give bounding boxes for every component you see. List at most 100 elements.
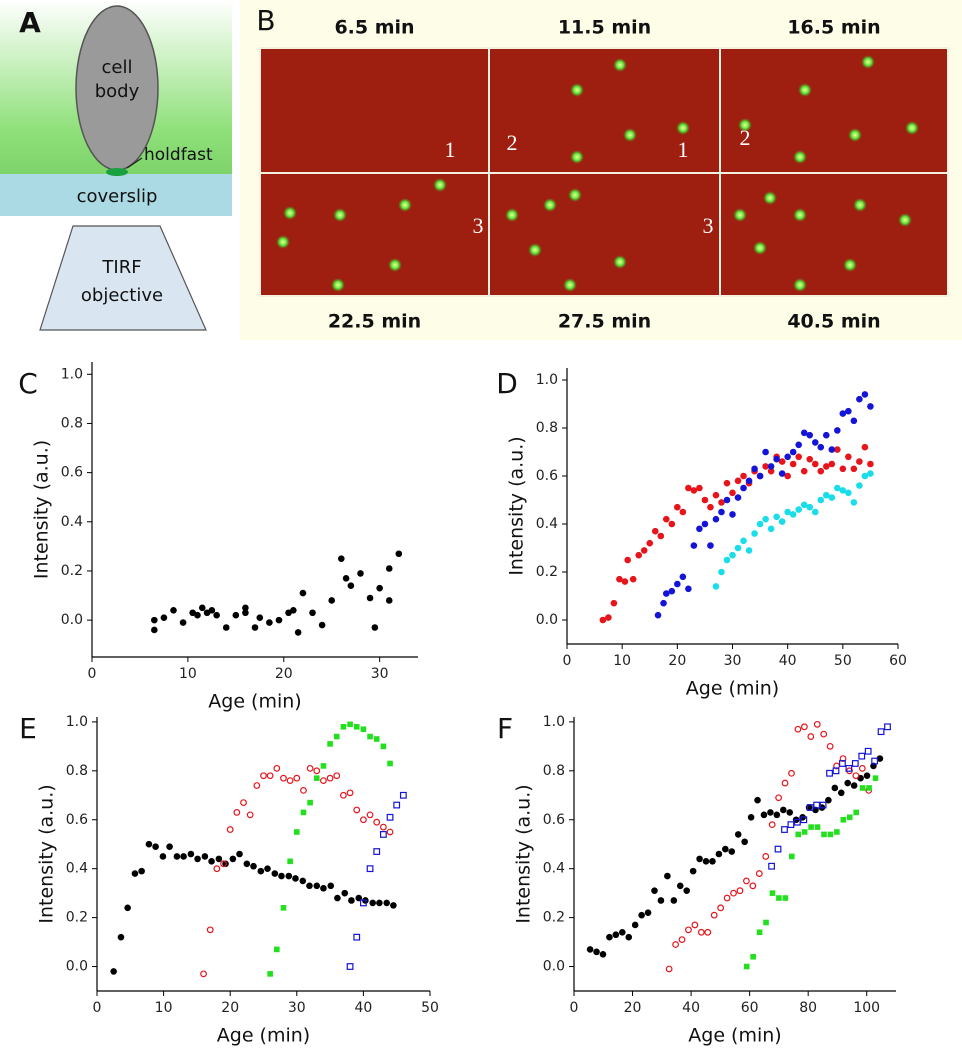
point	[778, 518, 786, 525]
point	[299, 589, 307, 597]
point	[348, 897, 355, 904]
point	[782, 895, 789, 901]
point	[839, 487, 847, 494]
point	[151, 626, 158, 634]
x-tick-label: 100	[853, 1000, 880, 1016]
coverslip-band	[0, 174, 232, 216]
x-tick-label: 0	[570, 1000, 579, 1016]
y-tick-label: 0.4	[61, 514, 83, 530]
point	[756, 929, 763, 936]
y-axis-title: Intensity (a.u.)	[31, 440, 53, 579]
point	[723, 894, 731, 902]
y-tick-label: 0.6	[61, 465, 83, 481]
x-tick-label: 40	[779, 653, 797, 669]
point	[300, 786, 307, 794]
point	[839, 465, 847, 473]
x-tick-label: 0	[88, 666, 97, 682]
point	[366, 811, 374, 819]
point	[834, 427, 841, 434]
fluorescent-spot	[283, 206, 297, 220]
point	[787, 821, 795, 829]
fluorescent-spot	[793, 208, 807, 222]
point	[861, 391, 869, 398]
point	[767, 525, 775, 533]
fluorescent-spot	[613, 58, 627, 72]
x-axis-title: Age (min)	[217, 1025, 310, 1047]
x-tick-label: 20	[624, 1000, 642, 1016]
point	[383, 899, 391, 907]
point	[856, 482, 863, 489]
point	[844, 779, 851, 787]
y-tick-label: 0.0	[66, 959, 88, 975]
x-tick-label: 40	[354, 1000, 372, 1016]
point	[651, 527, 659, 535]
point	[701, 520, 709, 528]
panel-a: A cell body holdfast coverslip TIRF obje…	[0, 0, 232, 331]
point	[768, 821, 776, 829]
point	[313, 882, 321, 890]
y-tick-label: 0.6	[536, 468, 558, 484]
point	[260, 772, 267, 780]
point	[341, 889, 349, 897]
coverslip-label: coverslip	[77, 186, 158, 207]
x-tick-label: 20	[221, 1000, 239, 1016]
point	[665, 965, 673, 973]
microscopy-frame	[488, 172, 721, 297]
point	[828, 460, 836, 468]
point	[773, 513, 780, 521]
point	[822, 431, 830, 439]
point	[789, 460, 797, 468]
point	[631, 921, 639, 929]
point	[685, 585, 692, 593]
point	[679, 573, 687, 581]
point	[811, 460, 819, 468]
point	[820, 730, 828, 738]
point	[376, 899, 383, 907]
point	[222, 624, 230, 631]
point	[327, 882, 335, 890]
point	[229, 855, 237, 863]
point	[619, 928, 626, 936]
point	[806, 503, 814, 511]
cell-number: 1	[445, 137, 456, 162]
point	[853, 809, 859, 816]
frame-time: 6.5 min	[334, 17, 414, 39]
point	[670, 897, 678, 904]
point	[756, 472, 764, 480]
point	[679, 508, 687, 516]
point	[789, 448, 797, 456]
point	[750, 953, 756, 960]
y-tick-label: 0.8	[61, 415, 83, 431]
point	[778, 458, 786, 465]
point	[346, 963, 354, 970]
panel-label: E	[19, 712, 37, 745]
point	[309, 609, 316, 617]
cell-number: 3	[473, 213, 484, 238]
point	[334, 894, 341, 902]
point	[828, 446, 836, 453]
x-tick-label: 20	[275, 666, 293, 682]
x-tick-label: 80	[799, 1000, 817, 1016]
x-tick-label: 20	[668, 653, 686, 669]
point	[200, 970, 207, 978]
point	[834, 484, 841, 492]
point	[729, 489, 736, 497]
point	[778, 470, 786, 477]
point	[287, 858, 293, 865]
point	[300, 809, 307, 816]
point	[696, 855, 703, 863]
point	[740, 484, 747, 492]
point	[685, 484, 692, 492]
point	[337, 555, 345, 562]
point	[586, 946, 594, 953]
point	[839, 755, 847, 762]
point	[710, 911, 718, 919]
point	[110, 968, 117, 975]
point	[380, 743, 387, 750]
point	[318, 621, 326, 629]
point	[646, 539, 654, 547]
point	[760, 811, 768, 819]
point	[373, 848, 381, 855]
y-tick-label: 1.0	[536, 372, 558, 388]
